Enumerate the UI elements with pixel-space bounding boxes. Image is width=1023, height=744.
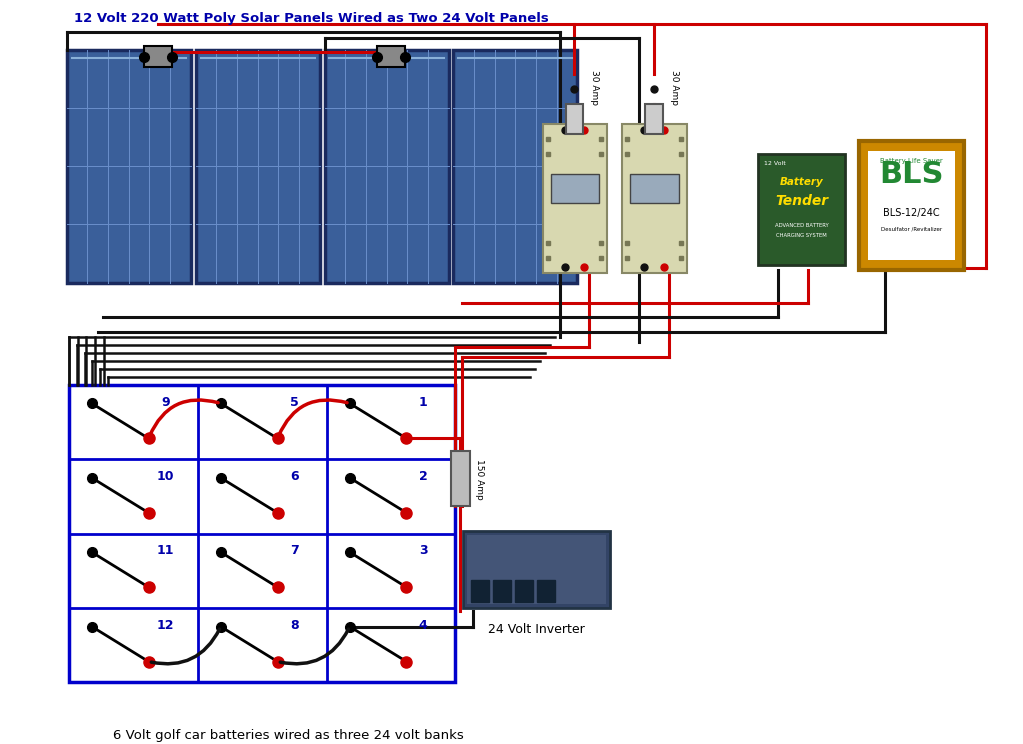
Text: 12 Volt 220 Watt Poly Solar Panels Wired as Two 24 Volt Panels: 12 Volt 220 Watt Poly Solar Panels Wired…: [75, 12, 549, 25]
Text: 11: 11: [157, 545, 174, 557]
Text: BLS: BLS: [880, 161, 944, 190]
Text: 3: 3: [418, 545, 428, 557]
Bar: [69, 385, 455, 682]
Text: Tender: Tender: [775, 194, 829, 208]
Bar: [550, 173, 599, 203]
Text: 30 Amp: 30 Amp: [590, 70, 599, 105]
Text: 10: 10: [157, 470, 174, 483]
Bar: [869, 151, 955, 260]
Text: 12 Volt: 12 Volt: [764, 161, 786, 166]
Text: 6 Volt golf car batteries wired as three 24 volt banks: 6 Volt golf car batteries wired as three…: [114, 729, 464, 742]
Bar: [453, 50, 577, 283]
Text: 1: 1: [418, 396, 428, 408]
Text: 6: 6: [290, 470, 299, 483]
Text: ADVANCED BATTERY: ADVANCED BATTERY: [774, 223, 829, 228]
Text: Desulfator /Revitalizer: Desulfator /Revitalizer: [881, 226, 942, 231]
Text: CHARGING SYSTEM: CHARGING SYSTEM: [776, 233, 827, 238]
Bar: [515, 580, 533, 602]
Bar: [543, 124, 608, 273]
Bar: [144, 45, 172, 68]
Bar: [324, 50, 448, 283]
Bar: [377, 45, 405, 68]
Bar: [622, 124, 686, 273]
Text: Battery Life Saver: Battery Life Saver: [881, 158, 943, 164]
Text: 4: 4: [418, 619, 428, 632]
Text: 7: 7: [290, 545, 299, 557]
Bar: [644, 104, 663, 134]
Bar: [493, 580, 512, 602]
Text: BLS-12/24C: BLS-12/24C: [884, 208, 940, 218]
Text: 24 Volt Inverter: 24 Volt Inverter: [488, 623, 585, 636]
Bar: [859, 141, 965, 270]
Bar: [537, 580, 554, 602]
Text: Battery: Battery: [780, 178, 824, 187]
Bar: [468, 535, 607, 604]
Bar: [630, 173, 678, 203]
Bar: [463, 530, 610, 608]
Text: 30 Amp: 30 Amp: [670, 70, 678, 105]
Text: 2: 2: [418, 470, 428, 483]
Text: 150 Amp: 150 Amp: [476, 459, 484, 499]
Text: 12: 12: [157, 619, 174, 632]
Text: 9: 9: [161, 396, 170, 408]
Text: 5: 5: [290, 396, 299, 408]
Bar: [195, 50, 319, 283]
Bar: [450, 452, 471, 506]
Bar: [66, 50, 190, 283]
Bar: [566, 104, 583, 134]
Bar: [758, 154, 845, 265]
Bar: [472, 580, 489, 602]
Text: 8: 8: [290, 619, 299, 632]
